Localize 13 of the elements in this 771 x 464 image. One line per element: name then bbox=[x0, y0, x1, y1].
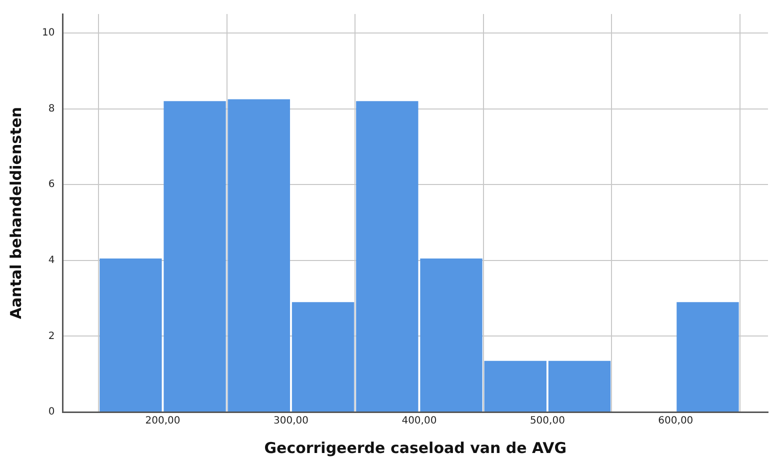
y-tick-label: 2 bbox=[48, 330, 55, 342]
y-tick-label: 8 bbox=[48, 103, 55, 114]
x-tick-label: 200,00 bbox=[145, 416, 180, 427]
y-tick-label: 4 bbox=[48, 254, 55, 266]
x-tick-label: 300,00 bbox=[273, 416, 308, 427]
x-axis-title: Gecorrigeerde caseload van de AVG bbox=[264, 438, 567, 457]
x-tick-label: 400,00 bbox=[402, 416, 437, 427]
y-axis-title: Aantal behandeldiensten bbox=[6, 106, 25, 320]
y-tick-label: 0 bbox=[48, 406, 55, 418]
y-tick-label: 10 bbox=[42, 28, 55, 39]
y-tick-label: 6 bbox=[48, 179, 55, 190]
x-tick-label: 600,00 bbox=[658, 416, 694, 427]
x-tick-label: 500,00 bbox=[530, 416, 565, 427]
